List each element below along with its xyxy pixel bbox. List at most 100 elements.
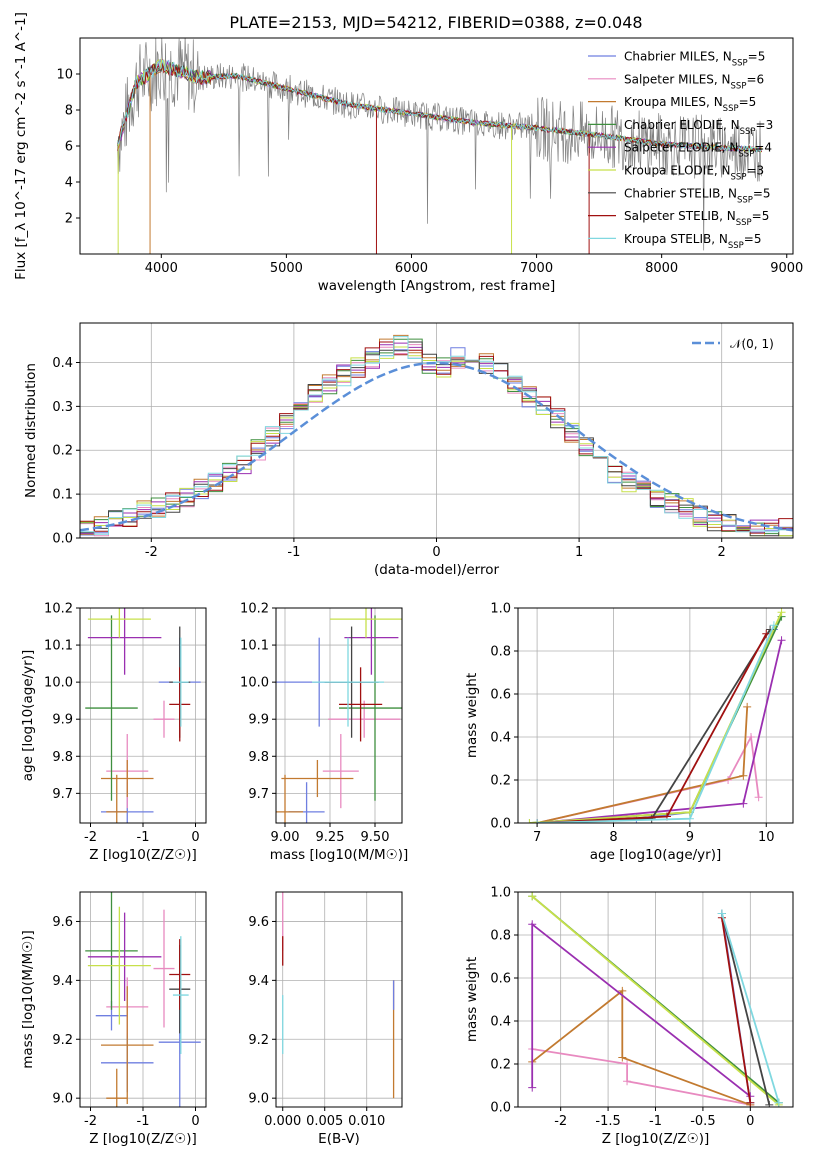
y-axis-label: mass weight bbox=[464, 957, 480, 1042]
age-vs-mass-panel: 9.00 9.25 9.50 9.7 9.8 9.9 10.0 10.1 10.2 mass [l… bbox=[240, 602, 408, 864]
massweight-vs-age-panel: 7 8 9 10 0.0 0.2 0.4 0.6 0.8 1.0 age [log10(age/yr… bbox=[464, 602, 794, 863]
x-tick-label: 7000 bbox=[520, 261, 553, 276]
histograms bbox=[80, 334, 793, 537]
plus-marker bbox=[618, 1053, 627, 1062]
plus-marker bbox=[746, 733, 755, 741]
y-tick-label: 0.0 bbox=[490, 1101, 511, 1116]
y-tick-label: 6 bbox=[65, 140, 73, 155]
y-tick-label: 9.4 bbox=[52, 974, 73, 989]
axes-frame bbox=[517, 891, 794, 1108]
observed-spectrum bbox=[117, 38, 762, 251]
mass-weight-line bbox=[532, 1048, 751, 1106]
plus-marker bbox=[777, 636, 786, 645]
legend-label-n: N bbox=[714, 95, 723, 109]
y-tick-label: 10.1 bbox=[44, 639, 73, 654]
x-tick-label: -1 bbox=[137, 1114, 150, 1129]
weight-lines bbox=[525, 608, 786, 823]
error-crosses bbox=[87, 608, 162, 675]
mass-weight-line bbox=[721, 913, 771, 1106]
legend-label-n: N bbox=[722, 72, 731, 86]
x-tick-label: 9000 bbox=[770, 261, 803, 276]
plus-marker bbox=[623, 1077, 632, 1086]
y-tick-label: 10.2 bbox=[240, 602, 269, 617]
plus-marker bbox=[528, 920, 537, 929]
error-crosses bbox=[106, 909, 175, 1037]
residual-histogram bbox=[80, 336, 793, 535]
error-crosses bbox=[169, 939, 191, 1010]
plus-marker bbox=[743, 702, 752, 711]
error-crosses bbox=[322, 700, 401, 809]
error-crosses bbox=[339, 667, 383, 742]
x-axis-label: Z [log10(Z/Z☉)] bbox=[602, 1131, 710, 1147]
plus-marker bbox=[739, 799, 748, 808]
legend-label-sub: SSP bbox=[740, 127, 756, 137]
axes-frame bbox=[79, 607, 207, 824]
axes-frame bbox=[275, 891, 403, 1108]
y-tick-label: 0.4 bbox=[52, 356, 73, 371]
y-axis-label: age [log10(age/yr)] bbox=[20, 650, 36, 782]
error-crosses bbox=[339, 615, 402, 801]
y-tick-label: 1.0 bbox=[490, 602, 511, 617]
y-tick-label: 9.7 bbox=[52, 787, 73, 802]
axes-frame bbox=[79, 322, 794, 539]
legend-label-n: N bbox=[723, 50, 732, 64]
residual-histogram-panel: -2 -1 0 1 2 0.0 0.1 0.2 0.3 0.4 (data-model)/error… bbox=[23, 322, 794, 578]
error-crosses bbox=[85, 892, 138, 1010]
x-tick-label: 4000 bbox=[145, 261, 178, 276]
mass-weight-line bbox=[721, 913, 780, 1103]
error-crosses bbox=[312, 637, 384, 727]
legend-label-sub: SSP bbox=[737, 195, 753, 205]
x-tick-label: -1 bbox=[287, 545, 300, 560]
y-tick-label: 9.6 bbox=[52, 915, 73, 930]
error-crosses bbox=[330, 608, 402, 638]
legend-label-n: N bbox=[722, 164, 731, 178]
y-tick-label: 10 bbox=[56, 68, 73, 83]
x-tick-label: 10 bbox=[758, 830, 775, 845]
y-tick-label: 10.0 bbox=[240, 676, 269, 691]
x-tick-label: 8000 bbox=[645, 261, 678, 276]
plus-marker bbox=[528, 1083, 537, 1092]
x-tick-label: -1 bbox=[649, 1114, 662, 1129]
x-tick-label: -1.5 bbox=[595, 1114, 620, 1129]
error-crosses bbox=[85, 615, 138, 801]
error-crosses bbox=[101, 759, 154, 823]
legend-label-sub: SSP bbox=[731, 173, 747, 183]
y-tick-label: 0.8 bbox=[490, 645, 511, 660]
mass-vs-metallicity-panel: -2 -1 0 9.0 9.2 9.4 9.6 Z [log10(Z/Z☉)] mass [lo… bbox=[20, 891, 207, 1147]
y-tick-label: 9.2 bbox=[52, 1033, 73, 1048]
y-tick-label: 9.0 bbox=[52, 1092, 73, 1107]
y-tick-label: 8 bbox=[65, 104, 73, 119]
y-axis-label: mass [log10(M/M☉)] bbox=[20, 930, 36, 1069]
x-tick-label: 0 bbox=[746, 1114, 754, 1129]
x-tick-label: 9.25 bbox=[316, 830, 345, 845]
y-tick-label: 0.6 bbox=[490, 972, 511, 987]
plus-marker bbox=[533, 819, 542, 823]
x-tick-label: 0.005 bbox=[306, 1114, 343, 1129]
spectrum-lines bbox=[117, 38, 763, 254]
plus-marker bbox=[528, 892, 537, 901]
y-tick-label: 2 bbox=[65, 212, 73, 227]
legend-label-count: =3 bbox=[746, 164, 764, 178]
legend-label-count: =6 bbox=[746, 72, 764, 86]
axes-frame bbox=[275, 607, 403, 824]
y-tick-label: 1.0 bbox=[490, 886, 511, 901]
legend-label-count: =5 bbox=[752, 209, 770, 223]
y-tick-label: 0.1 bbox=[52, 488, 73, 503]
error-crosses bbox=[344, 608, 399, 675]
y-axis-label: Normed distribution bbox=[23, 363, 39, 498]
legend-label-sub: SSP bbox=[736, 218, 752, 228]
y-tick-label: 9.4 bbox=[248, 974, 269, 989]
x-tick-label: -2 bbox=[84, 830, 97, 845]
massweight-vs-metallicity-panel: -2 -1.5 -1 -0.5 0 0.0 0.2 0.4 0.6 0.8 1.0 Z [log10(… bbox=[464, 886, 794, 1147]
mass-weight-line bbox=[537, 633, 768, 823]
x-axis-label: (data-model)/error bbox=[374, 562, 500, 578]
y-tick-label: 4 bbox=[65, 176, 73, 191]
mass-weight-line bbox=[531, 989, 751, 1106]
x-tick-label: 0.010 bbox=[348, 1114, 385, 1129]
x-tick-label: 0 bbox=[432, 545, 440, 560]
legend-label-sub: SSP bbox=[732, 59, 748, 69]
ebv-bars bbox=[282, 892, 395, 1099]
x-tick-label: 5000 bbox=[270, 261, 303, 276]
plus-marker bbox=[774, 1098, 783, 1107]
